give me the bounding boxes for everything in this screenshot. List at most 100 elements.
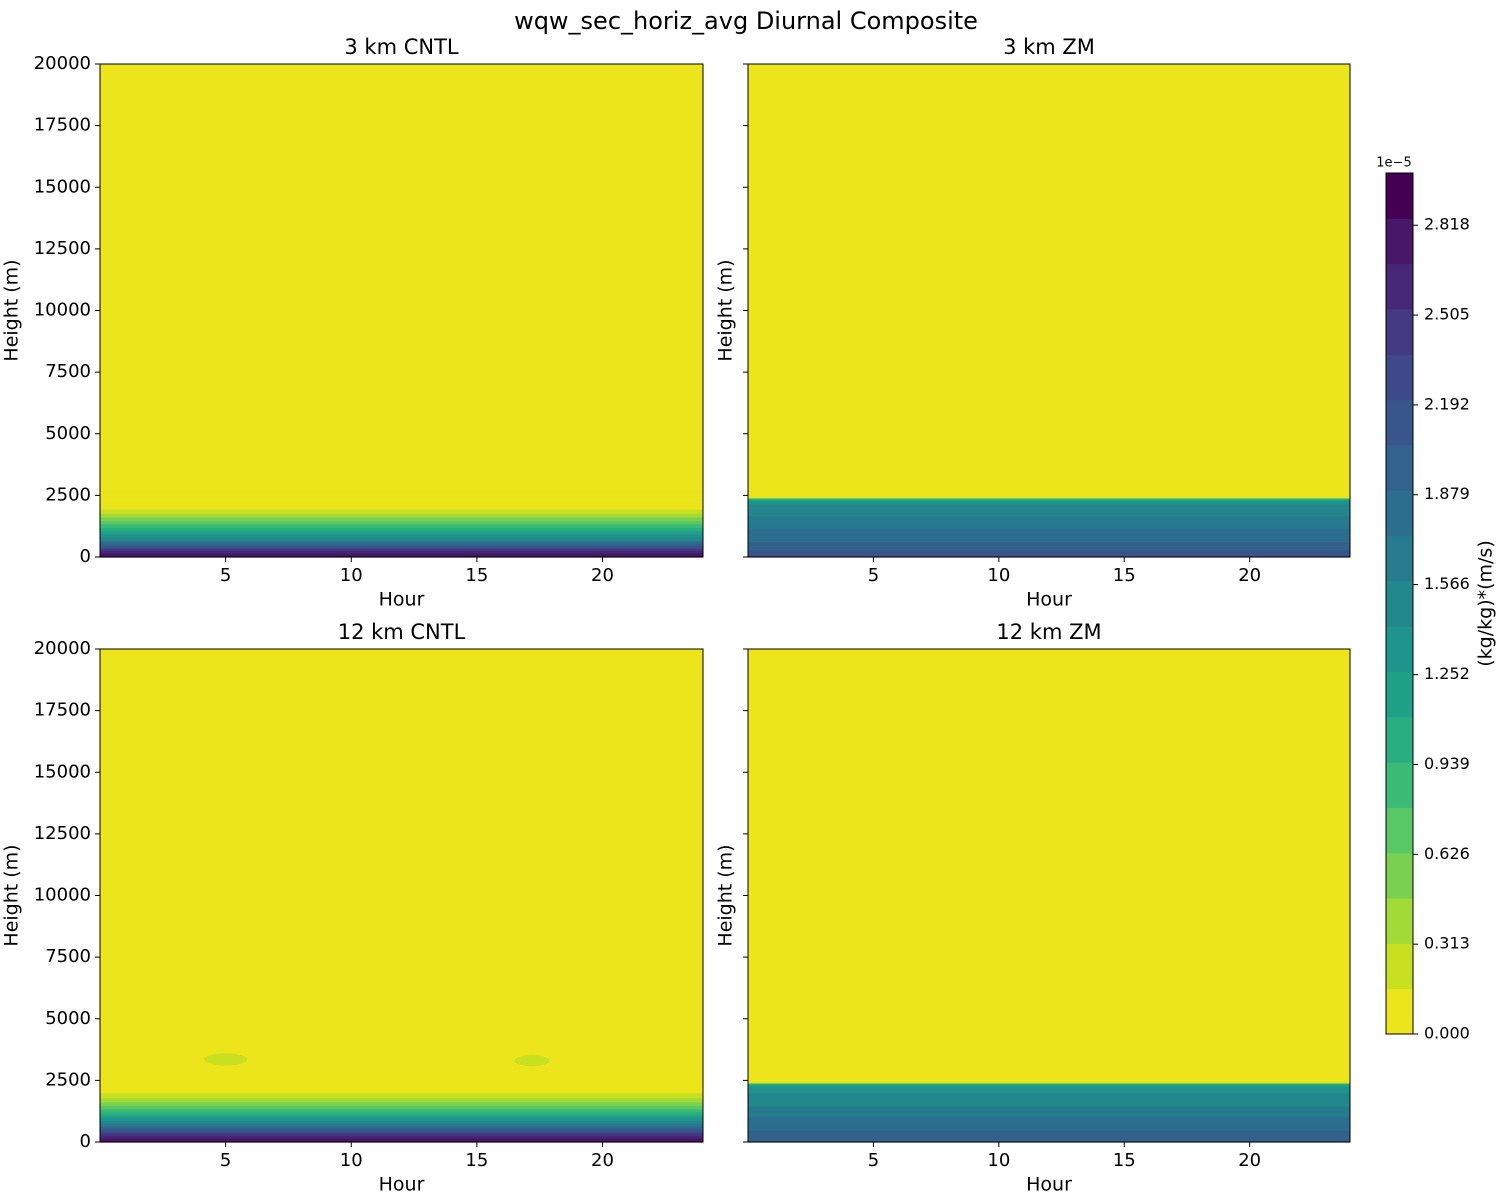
colorbar-segment xyxy=(1386,852,1413,899)
contour-band xyxy=(748,530,1350,532)
contour-band xyxy=(748,550,1350,552)
contour-band xyxy=(748,515,1350,517)
contour-band xyxy=(100,524,703,527)
contour-band xyxy=(748,498,1350,500)
x-tick-label: 10 xyxy=(987,1150,1010,1171)
contour-band xyxy=(748,507,1350,509)
contour-band xyxy=(748,1107,1350,1109)
contour-band xyxy=(748,506,1350,508)
contour-band xyxy=(748,1109,1350,1111)
contour-band xyxy=(100,1102,703,1104)
x-tick-label: 20 xyxy=(1238,565,1261,586)
colorbar-segment xyxy=(1386,535,1413,582)
contour-band xyxy=(100,1090,703,1092)
contour-band xyxy=(100,1094,703,1096)
contour-band xyxy=(748,1126,1350,1128)
x-tick-label: 20 xyxy=(591,1150,614,1171)
contour-band xyxy=(100,1132,703,1134)
contour-band xyxy=(748,544,1350,546)
contour-band xyxy=(748,1110,1350,1112)
contour-band xyxy=(748,534,1350,537)
contour-band xyxy=(100,1134,703,1136)
contour-band xyxy=(748,512,1350,514)
contour-band xyxy=(100,1128,703,1130)
contour-band xyxy=(100,1122,703,1125)
contour-band xyxy=(748,1138,1350,1141)
x-axis-label: Hour xyxy=(1026,1174,1072,1196)
contour-band xyxy=(100,1139,703,1141)
contour-band xyxy=(748,499,1350,501)
contour-background xyxy=(748,649,1350,1142)
contour-band xyxy=(100,524,703,526)
contour-band xyxy=(748,551,1350,553)
colorbar-tick-label: 0.626 xyxy=(1424,844,1470,863)
contour-band xyxy=(100,491,703,493)
contour-band xyxy=(748,1135,1350,1138)
contour-band xyxy=(100,493,703,495)
contour-band xyxy=(748,531,1350,533)
contour-band xyxy=(748,554,1350,556)
panel-4: 12 km ZM 5 10 15 20 Hour Height (m) xyxy=(715,620,1351,1196)
contour-band xyxy=(100,494,703,496)
contour-band xyxy=(100,1113,703,1115)
contour-band xyxy=(100,522,703,524)
contour-band xyxy=(100,510,703,512)
contour-band xyxy=(100,534,703,537)
contour-band xyxy=(748,1120,1350,1122)
contour-band xyxy=(100,1101,703,1103)
contour-band xyxy=(748,502,1350,504)
contour-band xyxy=(748,1124,1350,1126)
contour-band xyxy=(748,521,1350,524)
contour-band xyxy=(100,1091,703,1093)
contour-band xyxy=(100,529,703,531)
contour-band xyxy=(100,552,703,554)
y-axis-label: Height (m) xyxy=(715,259,737,361)
y-tick-label: 20000 xyxy=(34,638,91,659)
contour-band xyxy=(100,545,703,548)
contour-band xyxy=(748,529,1350,531)
contour-band xyxy=(748,510,1350,512)
contour-band xyxy=(748,1116,1350,1118)
contour-band xyxy=(100,500,703,502)
contour-band xyxy=(748,1122,1350,1125)
contour-band xyxy=(748,508,1350,510)
contour-band xyxy=(100,515,703,517)
contour-band xyxy=(748,494,1350,496)
contour-band xyxy=(100,555,703,557)
contour-band xyxy=(748,552,1350,554)
contour-band xyxy=(100,1109,703,1111)
contour-band xyxy=(100,1118,703,1120)
contour-band xyxy=(748,532,1350,534)
contour-band xyxy=(748,492,1350,495)
colorbar-segment xyxy=(1386,671,1413,718)
contour-band xyxy=(100,1110,703,1112)
contour-band xyxy=(748,1104,1350,1106)
contour-band xyxy=(748,1097,1350,1099)
contour-band xyxy=(748,1132,1350,1134)
contour-band xyxy=(100,1106,703,1109)
contour-band xyxy=(100,1111,703,1114)
contour-band xyxy=(748,1092,1350,1094)
contour-band xyxy=(100,526,703,528)
contour-band xyxy=(748,1099,1350,1101)
contour-band xyxy=(100,1105,703,1107)
contour-band xyxy=(100,1140,703,1142)
contour-band xyxy=(100,1140,703,1142)
contour-band xyxy=(748,495,1350,498)
contour-band xyxy=(100,507,703,509)
contour-band xyxy=(100,1124,703,1126)
contour-band xyxy=(100,530,703,532)
contour-band xyxy=(748,1097,1350,1099)
colorbar: 0.000 0.313 0.626 0.939 1.252 1.566 1.879 2.192… xyxy=(1376,156,1496,1043)
contour-band xyxy=(748,517,1350,519)
contour-band xyxy=(748,1128,1350,1130)
y-tick-label: 0 xyxy=(80,1131,91,1152)
contour-band xyxy=(748,524,1350,526)
contour-band xyxy=(100,552,703,554)
contour-band xyxy=(100,1089,703,1091)
contour-band xyxy=(100,1092,703,1094)
contour-band xyxy=(100,520,703,522)
contour-band xyxy=(100,1103,703,1105)
contour-band xyxy=(748,1100,1350,1102)
y-tick-label: 2500 xyxy=(45,1069,91,1090)
